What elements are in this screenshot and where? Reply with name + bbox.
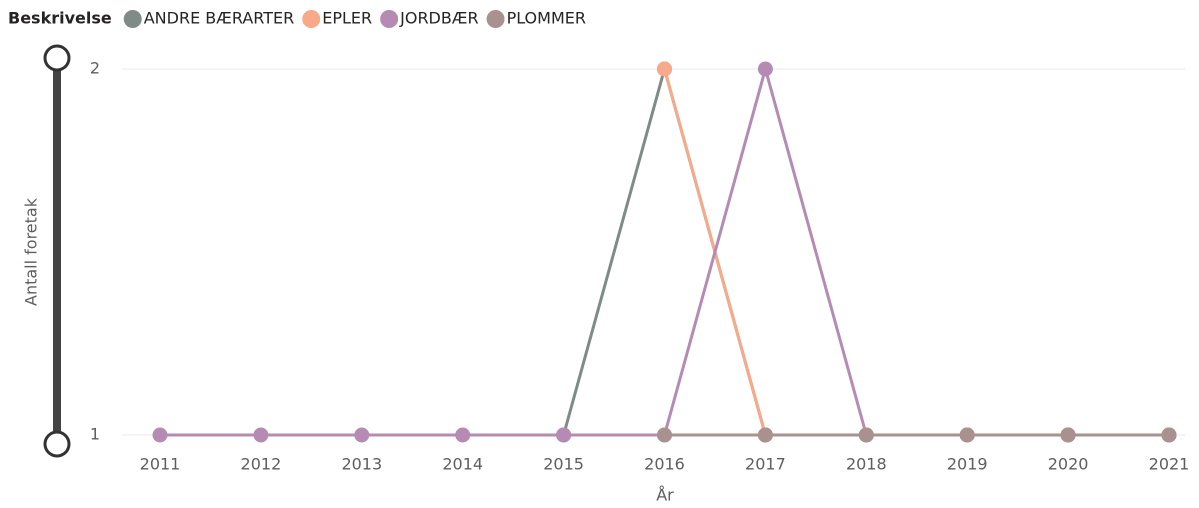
data-point — [556, 427, 572, 443]
data-point — [657, 61, 672, 77]
y-axis-label: Antall foretak — [22, 197, 41, 306]
data-point — [1161, 427, 1177, 443]
data-point — [1060, 427, 1076, 443]
data-point — [757, 427, 773, 443]
y-tick-label: 2 — [90, 59, 100, 78]
data-point — [657, 427, 672, 443]
legend-title: Beskrivelse — [8, 9, 112, 28]
series-line — [562, 63, 1169, 437]
legend-marker — [302, 10, 321, 28]
legend-marker — [486, 10, 505, 28]
data-point — [152, 427, 168, 443]
x-tick-label: 2017 — [745, 455, 786, 474]
x-tick-label: 2016 — [644, 455, 685, 474]
x-tick-label: 2012 — [241, 455, 282, 474]
x-tick-label: 2015 — [543, 455, 584, 474]
series-line — [160, 63, 1169, 437]
legend-label: EPLER — [322, 9, 372, 28]
x-tick-label: 2011 — [140, 455, 181, 474]
legend-label: ANDRE BÆRARTER — [144, 9, 294, 28]
x-tick-label: 2020 — [1048, 455, 1089, 474]
series-line — [663, 68, 1169, 437]
legend-marker — [380, 10, 399, 28]
legend-label: PLOMMER — [507, 9, 586, 28]
x-tick-label: 2018 — [846, 455, 887, 474]
data-point — [455, 427, 471, 443]
y-tick-label: 1 — [90, 425, 100, 444]
x-tick-label: 2014 — [442, 455, 483, 474]
legend-marker — [123, 10, 142, 28]
x-axis-label: År — [656, 486, 674, 505]
data-point — [757, 61, 773, 77]
data-point — [858, 427, 874, 443]
x-tick-label: 2019 — [947, 455, 988, 474]
data-point — [354, 427, 370, 443]
legend-label: JORDBÆR — [399, 9, 478, 28]
data-point — [253, 427, 269, 443]
x-tick-label: 2013 — [341, 455, 382, 474]
x-tick-label: 2021 — [1149, 455, 1190, 474]
data-point — [959, 427, 975, 443]
zoom-slider[interactable] — [43, 44, 71, 458]
